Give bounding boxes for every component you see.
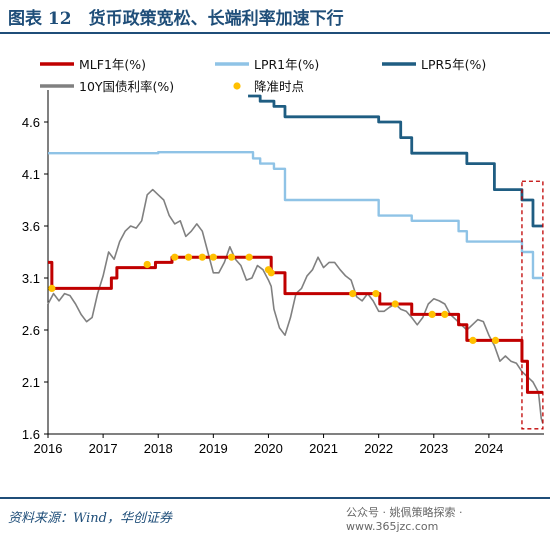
x-tick-label: 2018 <box>144 441 173 456</box>
y-tick-label: 4.6 <box>22 115 40 130</box>
legend-label-lpr5: LPR5年(%) <box>421 57 486 72</box>
y-tick-label: 3.6 <box>22 219 40 234</box>
series-lpr1-line <box>48 150 543 280</box>
cut-marker <box>184 253 193 261</box>
y-tick-label: 2.1 <box>22 375 40 390</box>
x-tick-label: 2016 <box>34 441 63 456</box>
footer-divider <box>0 497 550 499</box>
legend-label-10y: 10Y国债利率(%) <box>79 79 174 94</box>
legend: MLF1年(%) LPR1年(%) LPR5年(%) 10Y国债利率(%) 降准… <box>40 57 486 94</box>
y-tick-label: 1.6 <box>22 427 40 442</box>
legend-label-lpr1: LPR1年(%) <box>254 57 319 72</box>
title-divider <box>0 32 550 34</box>
cut-marker <box>469 336 477 344</box>
cut-markers <box>48 253 500 344</box>
cut-marker <box>372 290 380 298</box>
axes: 1.6 2.1 2.6 3.1 3.6 4.1 4.6 2016 2017 2018 2019 202… <box>22 90 544 456</box>
x-tick-label: 2020 <box>254 441 283 456</box>
cut-marker <box>171 253 179 261</box>
legend-label-cut: 降准时点 <box>254 79 304 94</box>
series-lpr5-line <box>248 94 543 228</box>
cut-marker <box>143 260 151 269</box>
cut-marker <box>209 253 217 261</box>
x-tick-label: 2021 <box>309 441 338 456</box>
x-tick-label: 2017 <box>89 441 118 456</box>
watermark: 公众号 · 姚佩策略探索 · www.365jzc.com <box>342 502 550 535</box>
x-tick-label: 2022 <box>364 441 393 456</box>
x-tick-label: 2023 <box>419 441 448 456</box>
cut-marker <box>428 310 436 318</box>
cut-marker <box>48 284 56 292</box>
legend-swatch-cut <box>233 82 241 90</box>
cut-marker <box>227 253 236 261</box>
series-mlf-line <box>48 255 543 394</box>
cut-marker <box>441 310 449 318</box>
series-10y-line <box>47 188 544 424</box>
cut-marker <box>245 253 253 261</box>
highlight-box <box>521 180 544 430</box>
x-tick-label: 2024 <box>474 441 503 456</box>
cut-marker <box>491 336 500 344</box>
cut-marker <box>391 300 399 308</box>
y-tick-label: 4.1 <box>22 167 40 182</box>
cut-marker <box>349 290 357 298</box>
series-group <box>47 94 544 424</box>
y-tick-label: 3.1 <box>22 271 40 286</box>
cut-marker <box>267 269 275 277</box>
x-tick-label: 2019 <box>199 441 228 456</box>
figure-title: 图表 12 货币政策宽松、长端利率加速下行 <box>8 9 344 29</box>
cut-marker <box>198 253 206 261</box>
y-tick-label: 2.6 <box>22 323 40 338</box>
source-note: 资料来源：Wind，华创证券 <box>8 511 172 526</box>
legend-label-mlf: MLF1年(%) <box>79 57 146 72</box>
